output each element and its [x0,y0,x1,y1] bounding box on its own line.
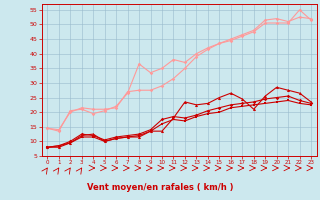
Text: Vent moyen/en rafales ( km/h ): Vent moyen/en rafales ( km/h ) [87,184,233,192]
